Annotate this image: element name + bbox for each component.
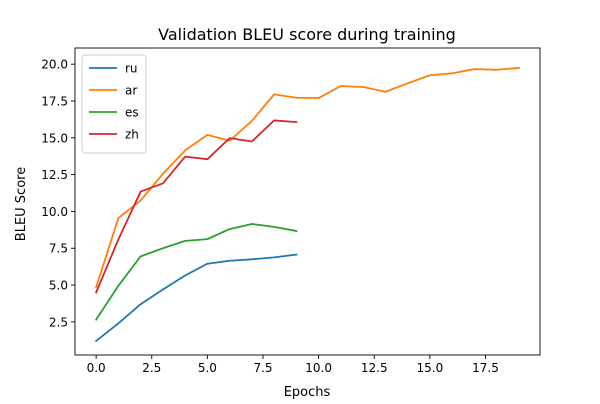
legend-label-es: es — [125, 106, 139, 120]
x-tick-label: 5.0 — [198, 361, 217, 375]
chart-title: Validation BLEU score during training — [158, 25, 456, 44]
series-line-ru — [94, 253, 298, 343]
legend-label-ar: ar — [125, 84, 137, 98]
x-tick-label: 15.0 — [417, 361, 444, 375]
x-tick-label: 12.5 — [361, 361, 388, 375]
x-axis-label: Epochs — [284, 385, 331, 400]
y-tick-label: 20.0 — [41, 58, 68, 72]
x-tick-label: 7.5 — [253, 361, 272, 375]
axes-frame — [74, 47, 541, 356]
series-line-zh — [94, 119, 298, 294]
x-tick-label: 0.0 — [87, 361, 106, 375]
series-line-es — [94, 223, 298, 321]
y-axis-label: BLEU Score — [14, 167, 29, 241]
y-tick-label: 12.5 — [41, 168, 68, 182]
y-tick-label: 17.5 — [41, 95, 68, 109]
x-tick-label: 17.5 — [472, 361, 499, 375]
x-tick-label: 10.0 — [305, 361, 332, 375]
y-tick-label: 10.0 — [41, 205, 68, 219]
series-line-ar — [95, 66, 520, 289]
y-tick-label: 5.0 — [49, 279, 68, 293]
y-tick-label: 15.0 — [41, 131, 68, 145]
legend-box — [81, 54, 147, 154]
y-tick-label: 7.5 — [49, 242, 68, 256]
plot-area: 0.0 2.5 5.0 7.5 10.0 12.5 15.0 17.5 2.5 5.0 7.5 10.… — [41, 47, 541, 375]
legend-label-ru: ru — [125, 62, 138, 76]
series-lines — [94, 66, 520, 343]
y-tick-label: 2.5 — [49, 315, 68, 329]
x-tick-label: 2.5 — [142, 361, 161, 375]
legend: ru ar es zh — [81, 54, 147, 154]
legend-label-zh: zh — [125, 128, 139, 142]
